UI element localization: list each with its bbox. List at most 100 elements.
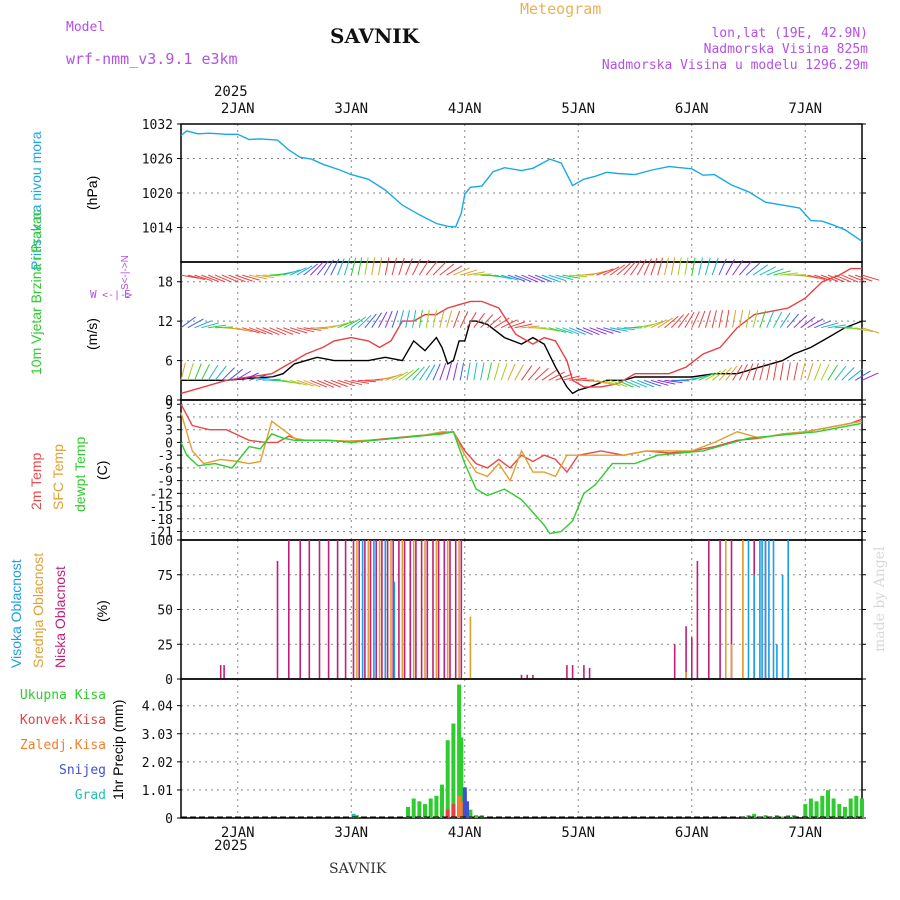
wind-arrow: [752, 362, 759, 381]
bar: [848, 798, 853, 818]
y-tick-label: 1032: [142, 118, 173, 133]
wind-arrow: [398, 257, 405, 276]
date-label-bottom: 7JAN: [788, 825, 822, 841]
wind-arrow: [459, 362, 465, 381]
panel-frame: [180, 678, 863, 819]
wind-arrow: [473, 312, 486, 329]
bar: [843, 806, 847, 818]
wind-arrow: [208, 324, 227, 329]
bar: [458, 540, 460, 679]
wind-arrow: [418, 309, 423, 328]
wind-arrow: [276, 327, 294, 335]
series-line: [180, 422, 863, 535]
wind-arrow: [337, 320, 355, 329]
wind-arrow: [725, 309, 730, 328]
y-tick-label: -18: [150, 513, 173, 528]
wind-arrow: [691, 311, 700, 328]
wind-arrow: [670, 314, 684, 329]
bar: [457, 795, 462, 818]
wind-arrow: [752, 310, 759, 328]
y-tick-label: -3: [157, 449, 173, 464]
wind-arrow: [493, 362, 500, 381]
bar: [725, 540, 727, 679]
bar: [860, 798, 864, 818]
legend-frozen-rain: Zaledj.Kisa: [19, 738, 106, 753]
wind-arrow: [425, 260, 438, 276]
wind-arrow: [807, 318, 824, 329]
bar: [440, 784, 444, 818]
model-name: wrf-nmm_v3.9.1 e3km: [66, 50, 238, 68]
wind-arrow: [344, 318, 361, 329]
wind-arrow: [452, 362, 458, 381]
y-tick-label: -12: [150, 487, 173, 502]
wind-arrow: [330, 258, 340, 276]
bar: [459, 801, 464, 818]
y-tick-label: 1014: [142, 222, 173, 237]
y-tick-label: 6: [165, 355, 173, 370]
y-tick-label: -21: [150, 526, 173, 541]
bar: [364, 540, 366, 679]
bar: [435, 540, 438, 679]
y-tick-label: 1020: [142, 187, 173, 202]
wind-arrow: [657, 257, 664, 276]
wind-arrow: [494, 317, 510, 329]
bar: [454, 540, 457, 679]
wind-arrow: [541, 327, 560, 332]
compass-west: W: [90, 288, 97, 301]
wind-arrow: [248, 327, 267, 335]
wind-arrow: [780, 272, 799, 276]
wind-arrow: [180, 274, 199, 279]
wind-arrow: [820, 363, 830, 381]
wind-arrow: [255, 327, 273, 335]
wind-arrow: [861, 274, 880, 281]
wind-arrow: [194, 320, 212, 329]
bar: [826, 790, 830, 818]
wind-arrow: [630, 379, 648, 388]
bar: [808, 798, 813, 818]
bar: [443, 540, 446, 679]
y-tick-label: 18: [157, 276, 173, 291]
wind-arrow: [527, 366, 541, 381]
wind-arrow: [725, 259, 735, 276]
bar: [445, 809, 450, 818]
wind-arrow: [664, 379, 683, 384]
wind-arrow: [609, 327, 628, 332]
date-label-top: 7JAN: [788, 101, 822, 117]
date-label-top: 3JAN: [334, 101, 368, 117]
wind-arrow: [827, 364, 838, 381]
bar: [351, 813, 356, 818]
bar: [434, 795, 439, 818]
wind-arrow: [452, 310, 461, 328]
wind-arrow: [752, 264, 769, 276]
wind-arrow: [180, 316, 196, 329]
bar: [358, 540, 360, 679]
wind-arrow: [494, 274, 513, 280]
wind-arrow: [834, 365, 847, 381]
bar: [571, 665, 574, 679]
wind-arrow: [364, 257, 369, 276]
wind-arrow: [514, 274, 532, 283]
wind-arrow: [310, 327, 329, 330]
y-tick-label: 6: [165, 411, 173, 426]
wind-arrow: [562, 274, 581, 279]
wind-arrow: [391, 257, 397, 276]
wind-arrow: [711, 258, 719, 276]
wind-arrow: [480, 362, 485, 381]
wind-arrow: [630, 260, 642, 276]
wind-arrow: [854, 370, 871, 381]
wind-arrow: [337, 258, 345, 276]
wind-arrow: [221, 274, 239, 283]
wind-arrow: [432, 262, 446, 276]
wind-arrow: [296, 327, 315, 333]
wind-arrow: [418, 365, 431, 381]
date-label-bottom: 6JAN: [675, 825, 709, 841]
bar: [462, 787, 467, 818]
wind-arrow: [596, 268, 614, 276]
bar: [588, 667, 591, 679]
wind-arrow: [262, 378, 281, 381]
wind-arrow: [705, 370, 722, 381]
wind-arrow: [855, 274, 873, 282]
wind-arrow: [725, 365, 738, 381]
date-label-bottom: 5JAN: [561, 825, 595, 841]
wind-arrow: [317, 379, 334, 388]
